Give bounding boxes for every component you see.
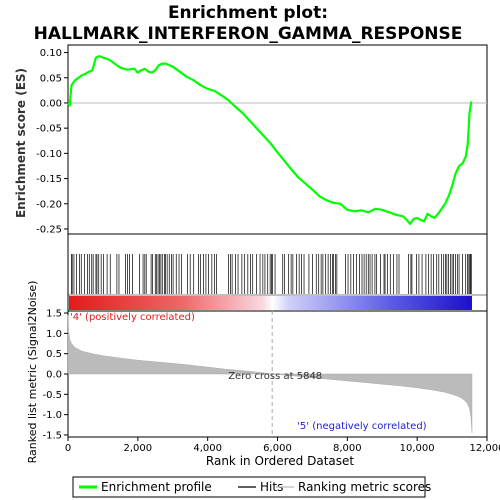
zero-cross-label: Zero cross at 5848 — [228, 371, 322, 382]
x-tick-label: 12,000 — [470, 443, 500, 454]
es-ytick-label: -0.25 — [36, 224, 62, 235]
x-tick-label: 6,000 — [263, 443, 292, 454]
es-plot-frame — [67, 44, 488, 235]
rank-color-strip — [69, 296, 472, 310]
x-tick-label: 0 — [65, 443, 71, 454]
es-ytick-label: -0.15 — [36, 174, 62, 185]
rank-ytick-label: -1.0 — [42, 410, 62, 421]
chart-title-line1: Enrichment plot: — [168, 3, 328, 23]
x-tick-label: 2,000 — [124, 443, 153, 454]
x-tick-label: 8,000 — [333, 443, 362, 454]
es-ytick-label: 0.00 — [40, 98, 62, 109]
x-tick-label: 10,000 — [400, 443, 435, 454]
positive-correlation-label: '4' (positively correlated) — [70, 312, 195, 323]
x-tick-label: 4,000 — [193, 443, 222, 454]
chart-title-line2: HALLMARK_INTERFERON_GAMMA_RESPONSE — [34, 24, 463, 44]
es-ytick-label: 0.10 — [40, 48, 62, 59]
es-axis-label: Enrichment score (ES) — [14, 68, 28, 218]
rank-ytick-label: 1.0 — [46, 329, 62, 340]
rank-ytick-label: -1.5 — [42, 430, 62, 441]
legend: Enrichment profile Hits Ranking metric s… — [72, 476, 431, 498]
es-ytick-label: -0.20 — [36, 199, 62, 210]
legend-ranking-label: Ranking metric scores — [298, 480, 431, 494]
legend-enrichment-label: Enrichment profile — [101, 480, 212, 494]
rank-ytick-label: 0.5 — [46, 349, 62, 360]
rank-metric-axis-label: Ranked list metric (Signal2Noise) — [26, 281, 39, 464]
hits-panel — [67, 233, 488, 312]
rank-ytick-label: 1.5 — [46, 309, 62, 320]
ranking-metric-area — [67, 315, 473, 433]
es-ytick-label: 0.05 — [40, 73, 62, 84]
ranked-metric-panel: 1.5 1.0 0.5 0.0 -0.5 -1.0 -1.5 Zero cross at 58… — [42, 309, 488, 441]
legend-hits-label: Hits — [260, 480, 283, 494]
x-axis-label: Rank in Ordered Dataset — [206, 454, 354, 468]
negative-correlation-label: '5' (negatively correlated) — [297, 421, 426, 432]
enrichment-profile-line — [67, 54, 473, 225]
rank-x-axis: 0 2,000 4,000 6,000 8,000 10,000 12,000 — [65, 437, 500, 454]
es-ytick-label: -0.10 — [36, 149, 62, 160]
es-ytick-label: -0.05 — [36, 124, 62, 135]
rank-ytick-label: 0.0 — [46, 370, 62, 381]
enrichment-score-panel: 0.10 0.05 0.00 -0.05 -0.10 -0.15 -0.20 -0.25 — [36, 44, 488, 235]
rank-ytick-label: -0.5 — [42, 390, 62, 401]
